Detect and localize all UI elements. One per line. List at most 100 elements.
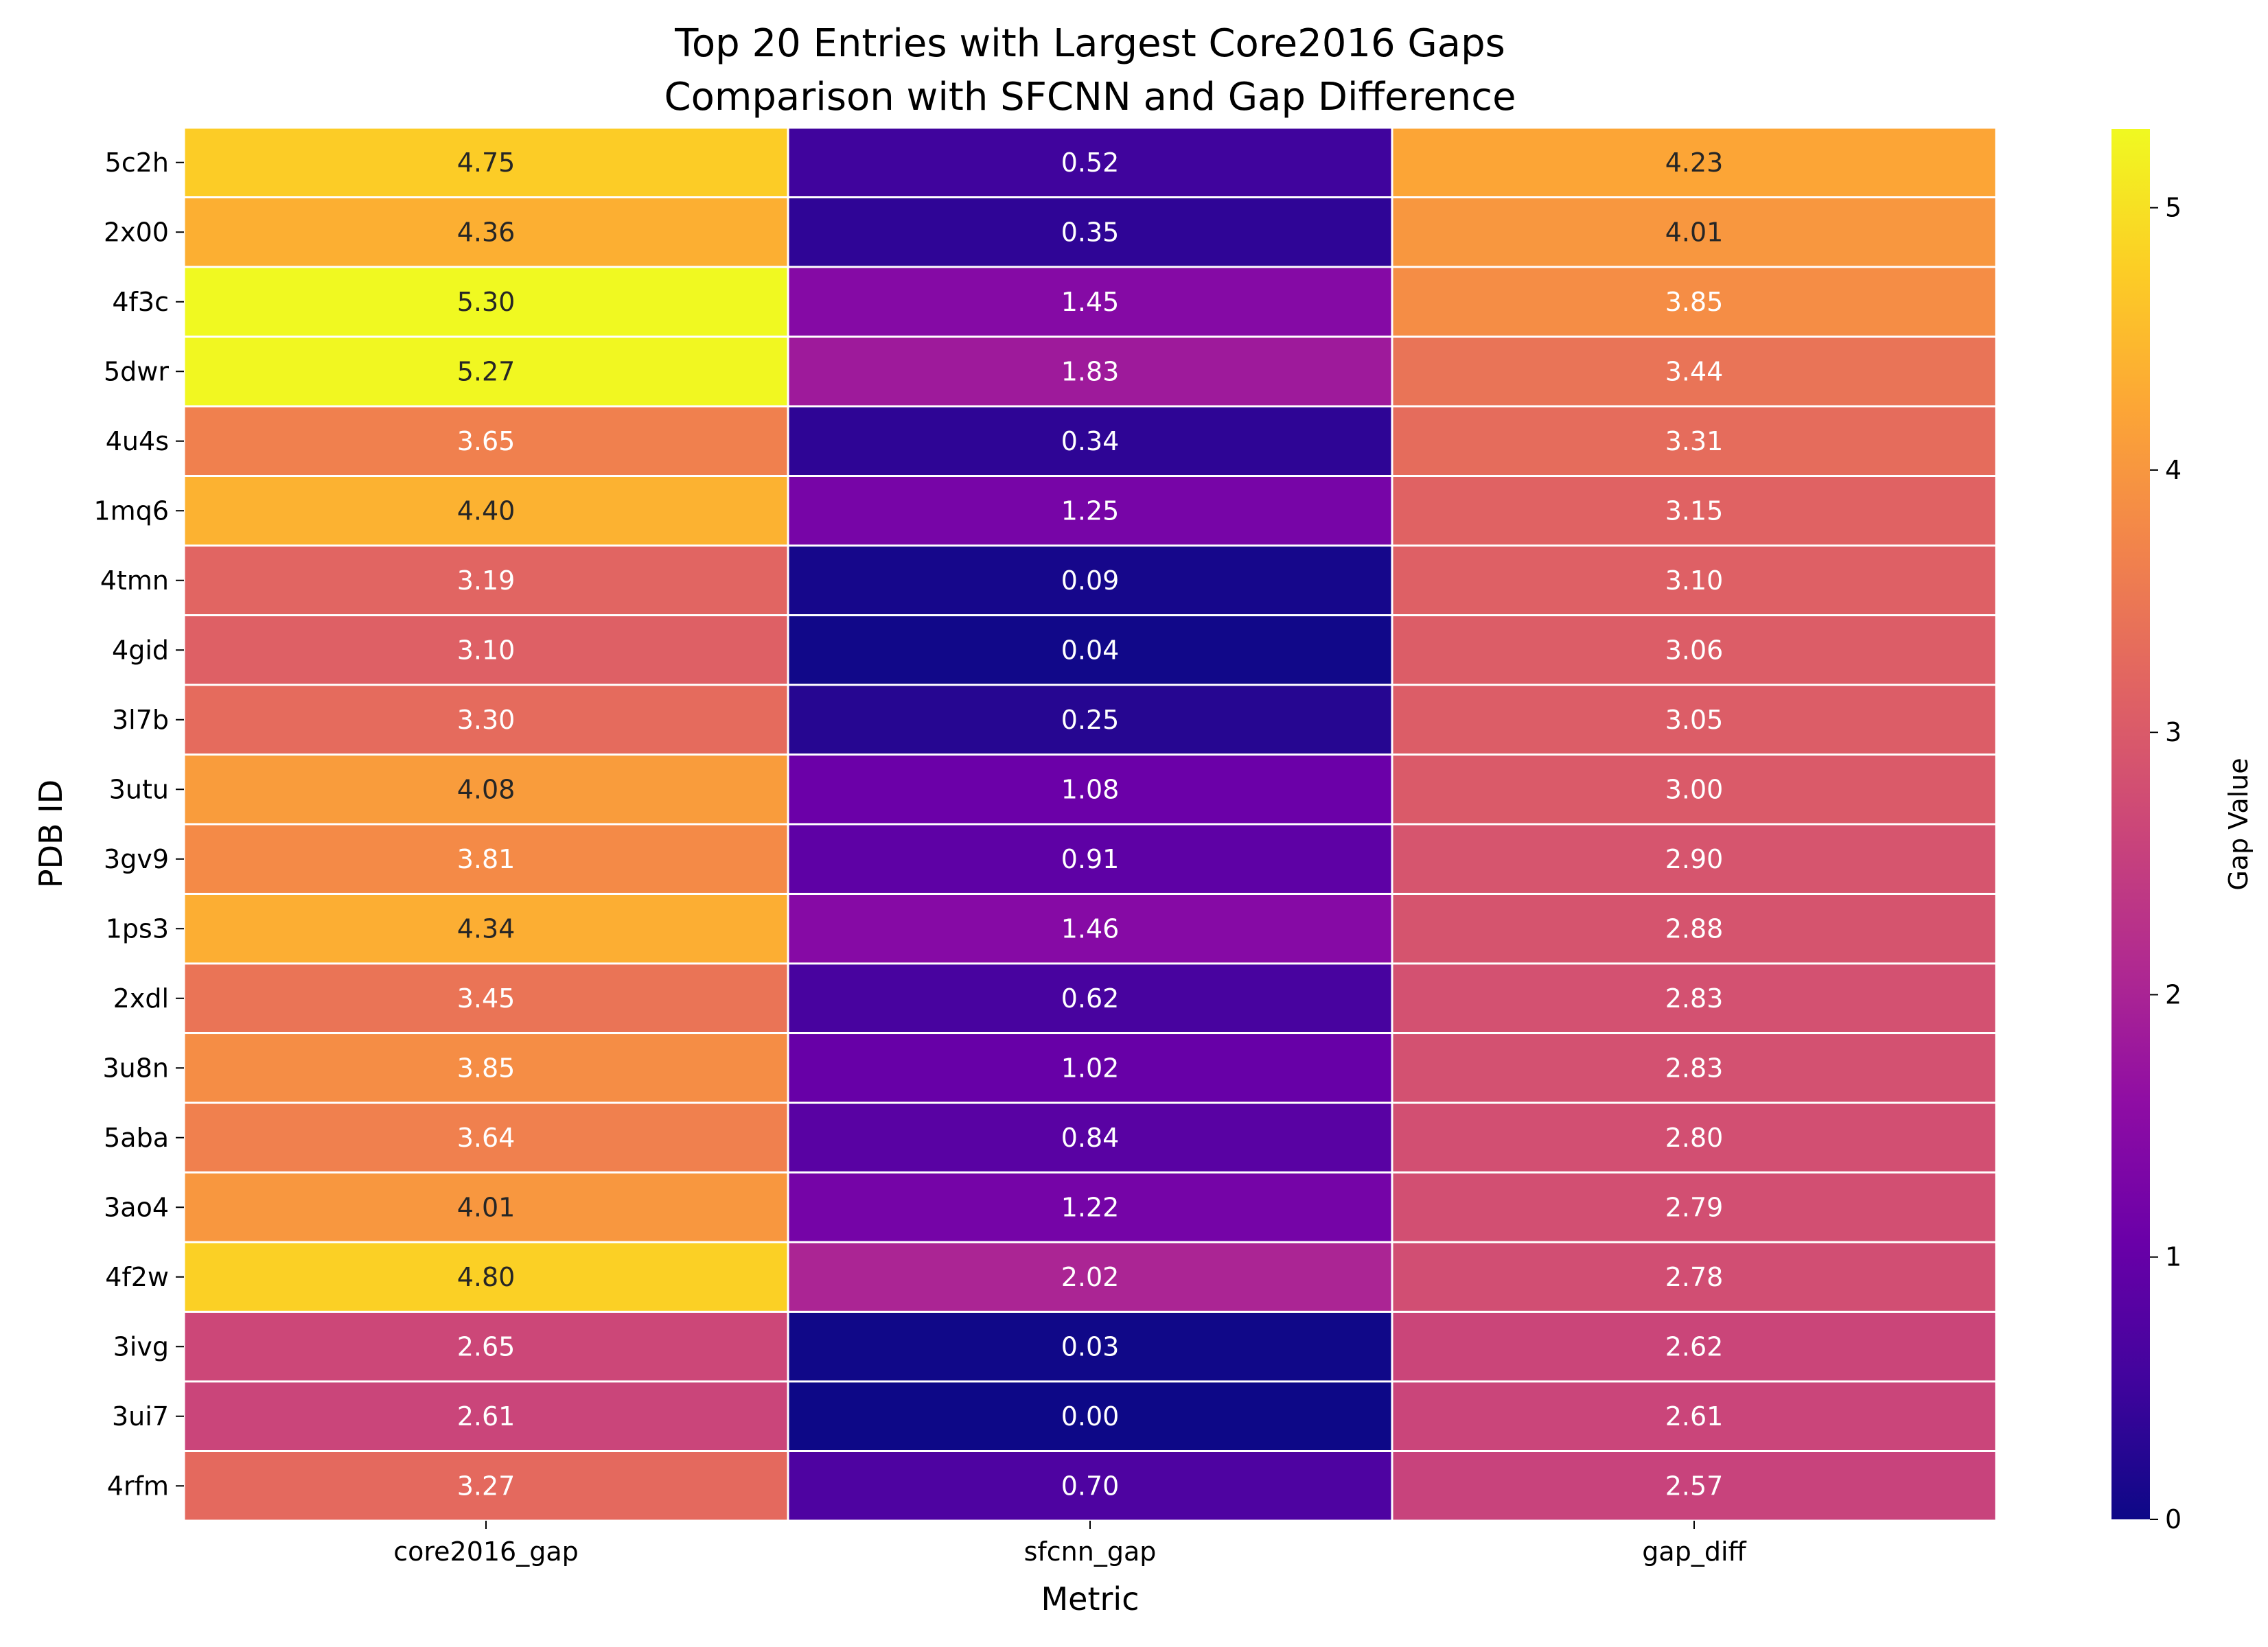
y-tick-label: 4f3c: [112, 287, 169, 317]
cell-value-label: 2.90: [1665, 844, 1724, 874]
cell-value-label: 4.01: [457, 1192, 516, 1222]
heatmap-cell: [183, 1171, 789, 1243]
colorbar-tick-label: 0: [2165, 1504, 2182, 1534]
y-tick-label: 3ivg: [113, 1331, 169, 1362]
heatmap-cell: [183, 544, 789, 616]
heatmap-cell: [183, 754, 789, 826]
cell-value-label: 3.81: [457, 844, 516, 874]
cell-annotations: 4.75 0.52 4.23 4.36 0.35 4.01 5.30 1.45 3.85 5.27…: [457, 148, 1724, 1502]
heatmap-cell: [787, 405, 1393, 477]
heatmap-cell: [1391, 1101, 1998, 1173]
heatmap-cell: [1391, 1241, 1998, 1313]
x-axis-ticks: core2016_gap sfcnn_gap gap_diff: [393, 1521, 1747, 1567]
cell-value-label: 2.79: [1665, 1192, 1724, 1222]
x-tick-label: sfcnn_gap: [1024, 1537, 1157, 1567]
heatmap-cell: [1391, 196, 1998, 268]
colorbar-tick-label: 1: [2165, 1242, 2182, 1272]
cell-value-label: 3.06: [1665, 635, 1724, 665]
cell-value-label: 0.62: [1061, 983, 1120, 1014]
cell-value-label: 4.34: [457, 913, 516, 944]
cell-value-label: 0.25: [1061, 705, 1120, 735]
heatmap-cell: [787, 1450, 1393, 1522]
y-tick-label: 3u8n: [102, 1053, 169, 1083]
cell-value-label: 0.84: [1061, 1123, 1120, 1153]
cell-value-label: 0.00: [1061, 1401, 1120, 1432]
cell-value-label: 3.05: [1665, 705, 1724, 735]
cell-value-label: 3.85: [457, 1053, 516, 1083]
heatmap-cells: [183, 126, 1998, 1522]
cell-value-label: 3.10: [457, 635, 516, 665]
cell-value-label: 2.78: [1665, 1262, 1724, 1292]
cell-value-label: 3.15: [1665, 495, 1724, 526]
y-tick-label: 5c2h: [105, 148, 169, 178]
cell-value-label: 2.83: [1665, 1053, 1724, 1083]
heatmap-cell: [787, 754, 1393, 826]
cell-value-label: 3.27: [457, 1471, 516, 1501]
y-tick-label: 4gid: [112, 635, 169, 665]
cell-value-label: 2.80: [1665, 1123, 1724, 1153]
y-tick-label: 4u4s: [106, 426, 169, 456]
y-tick-label: 2xdl: [113, 983, 169, 1014]
heatmap-cell: [1391, 544, 1998, 616]
heatmap-cell: [183, 1101, 789, 1173]
heatmap-cell: [1391, 614, 1998, 686]
cell-value-label: 3.31: [1665, 426, 1724, 456]
cell-value-label: 1.45: [1061, 287, 1120, 317]
y-tick-label: 4f2w: [105, 1262, 169, 1292]
heatmap-cell: [787, 266, 1393, 338]
cell-value-label: 0.70: [1061, 1471, 1120, 1501]
cell-value-label: 2.62: [1665, 1331, 1724, 1362]
cell-value-label: 3.45: [457, 983, 516, 1014]
heatmap-cell: [183, 1380, 789, 1452]
heatmap-cell: [1391, 1032, 1998, 1104]
heatmap-cell: [787, 475, 1393, 547]
cell-value-label: 1.08: [1061, 774, 1120, 804]
cell-value-label: 5.30: [457, 287, 516, 317]
y-tick-label: 3l7b: [112, 705, 169, 735]
heatmap-cell: [787, 126, 1393, 198]
chart-title-line-2: Comparison with SFCNN and Gap Difference: [664, 75, 1516, 119]
y-tick-label: 1mq6: [94, 495, 170, 526]
cell-value-label: 3.65: [457, 426, 516, 456]
cell-value-label: 1.83: [1061, 356, 1120, 386]
heatmap-cell: [787, 1171, 1393, 1243]
y-tick-label: 3ui7: [112, 1401, 169, 1432]
y-tick-label: 1ps3: [106, 913, 169, 944]
y-tick-label: 3ao4: [104, 1192, 169, 1222]
cell-value-label: 2.57: [1665, 1471, 1724, 1501]
x-tick-label: core2016_gap: [393, 1537, 579, 1567]
heatmap-cell: [183, 823, 789, 895]
x-tick-label: gap_diff: [1642, 1537, 1746, 1567]
y-tick-label: 3utu: [109, 774, 169, 804]
heatmap-cell: [183, 126, 789, 198]
colorbar-tick-label: 3: [2165, 717, 2182, 747]
cell-value-label: 3.19: [457, 565, 516, 596]
x-axis-label: Metric: [1041, 1580, 1139, 1617]
heatmap-cell: [1391, 893, 1998, 965]
heatmap-cell: [183, 962, 789, 1034]
cell-value-label: 3.64: [457, 1123, 516, 1153]
heatmap-cell: [1391, 754, 1998, 826]
heatmap-cell: [1391, 962, 1998, 1034]
colorbar-label: Gap Value: [2223, 758, 2254, 890]
cell-value-label: 0.03: [1061, 1331, 1120, 1362]
heatmap-cell: [183, 684, 789, 756]
heatmap-cell: [787, 614, 1393, 686]
cell-value-label: 5.27: [457, 356, 516, 386]
heatmap-cell: [1391, 823, 1998, 895]
cell-value-label: 2.83: [1665, 983, 1724, 1014]
y-tick-label: 2x00: [104, 217, 169, 247]
y-tick-label: 5dwr: [104, 356, 169, 386]
colorbar-tick-label: 4: [2165, 455, 2182, 485]
cell-value-label: 4.80: [457, 1262, 516, 1292]
heatmap-cell: [183, 1032, 789, 1104]
cell-value-label: 3.10: [1665, 565, 1724, 596]
cell-value-label: 1.25: [1061, 495, 1120, 526]
cell-value-label: 3.30: [457, 705, 516, 735]
cell-value-label: 4.01: [1665, 217, 1724, 247]
heatmap-cell: [1391, 336, 1998, 408]
heatmap-cell: [1391, 475, 1998, 547]
cell-value-label: 3.44: [1665, 356, 1724, 386]
heatmap-cell: [1391, 1171, 1998, 1243]
